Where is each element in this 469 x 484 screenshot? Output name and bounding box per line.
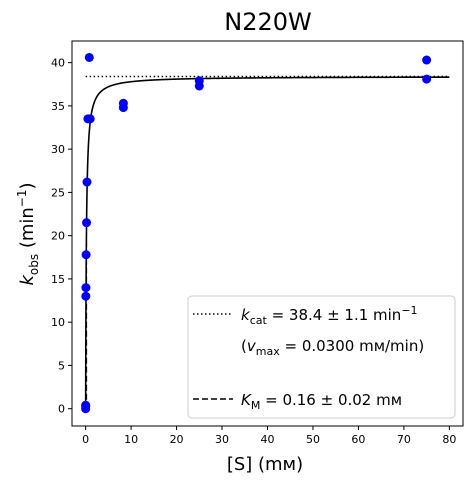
x-tick-label: 0 (82, 433, 89, 446)
data-point (82, 177, 92, 187)
y-tick-label: 35 (51, 100, 65, 113)
data-point (194, 76, 204, 86)
y-tick-label: 25 (51, 186, 65, 199)
y-tick-label: 15 (51, 273, 65, 286)
data-point (84, 52, 94, 62)
y-tick-label: 5 (58, 359, 65, 372)
y-tick-label: 30 (51, 143, 65, 156)
legend: kcat = 38.4 ± 1.1 min−1 (vmax = 0.0300 m… (187, 295, 456, 419)
y-axis: 0 5 10 15 20 25 30 35 40 (51, 57, 72, 416)
data-point (118, 103, 128, 113)
legend-km-label: KM = 0.16 ± 0.02 mм (241, 391, 402, 412)
y-tick-label: 10 (51, 316, 65, 329)
x-tick-label: 40 (261, 433, 275, 446)
data-point (81, 291, 91, 301)
x-tick-label: 70 (397, 433, 411, 446)
data-point (81, 283, 91, 293)
x-tick-label: 10 (124, 433, 138, 446)
x-tick-label: 60 (351, 433, 365, 446)
legend-kcat-label: kcat = 38.4 ± 1.1 min−1 (241, 304, 418, 327)
x-tick-label: 50 (306, 433, 320, 446)
data-point (422, 55, 432, 65)
legend-frame (187, 295, 456, 419)
data-point (81, 401, 91, 411)
fit-curve (84, 76, 450, 409)
data-point (81, 250, 91, 260)
legend-vmax-label: (vmax = 0.0300 mм/min) (241, 337, 424, 358)
x-tick-label: 30 (215, 433, 229, 446)
plot-area (81, 52, 450, 414)
chart-title: N220W (224, 8, 312, 36)
data-point (422, 74, 432, 84)
y-axis-label: kobs (min−1) (15, 182, 41, 285)
x-axis-label: [S] (mм) (227, 454, 303, 475)
y-tick-label: 40 (51, 57, 65, 70)
data-point (82, 218, 92, 228)
x-tick-label: 20 (170, 433, 184, 446)
x-tick-label: 80 (442, 433, 456, 446)
data-point (85, 114, 95, 124)
y-tick-label: 20 (51, 230, 65, 243)
y-tick-label: 0 (58, 403, 65, 416)
x-axis: 0 10 20 30 40 50 60 70 80 (82, 426, 456, 446)
